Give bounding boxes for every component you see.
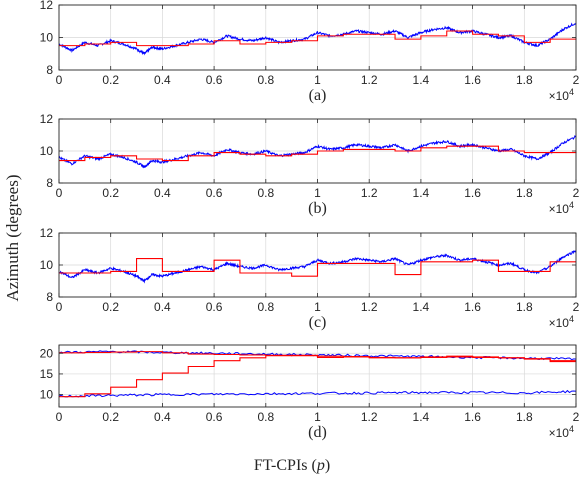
y-tick-label: 8 [46,176,53,190]
y-axis-label: Azimuth (degrees) [3,175,22,302]
estimate-line [59,30,577,47]
x-tick-label: 1.2 [361,410,378,424]
x-tick-label: 0 [56,186,63,200]
y-tick-label: 12 [40,226,54,240]
x-tick-label: 1 [314,300,321,314]
estimate-line [59,354,576,398]
x-multiplier: ×104 [549,424,574,440]
y-tick-label: 10 [40,258,54,272]
x-tick-label: 1 [314,410,321,424]
x-tick-label: 1.4 [413,73,430,87]
x-tick-label: 1.4 [413,186,430,200]
y-tick-label: 20 [40,346,54,360]
x-tick-label: 0.2 [102,186,119,200]
x-tick-label: 0.6 [206,410,223,424]
y-tick-label: 15 [40,367,54,381]
x-tick-label: 1.8 [516,410,533,424]
y-tick-label: 10 [40,31,54,45]
x-tick-label: 0.6 [206,300,223,314]
x-tick-label: 1.4 [413,410,430,424]
panel-d: 0 0.2 0.4 0.6 0.8 1 1.2 1.4 1.6 1.8 2 10 15 20 (d) ×104 [40,344,580,441]
x-tick-label: 0 [56,73,63,87]
y-tick-label: 12 [40,0,54,12]
panel-c: 0 0.2 0.4 0.6 0.8 1 1.2 1.4 1.6 1.8 2 8 10 12 (c) ×104 [40,226,580,331]
x-tick-label: 0 [56,410,63,424]
panel-caption: (b) [308,200,327,217]
x-tick-label: 0.6 [206,186,223,200]
x-tick-label: 0.2 [102,73,119,87]
x-tick-label: 1 [314,73,321,87]
x-tick-label: 0.2 [102,300,119,314]
x-tick-label: 1.6 [464,186,481,200]
x-tick-label: 0.8 [257,186,274,200]
panel-b: 0 0.2 0.4 0.6 0.8 1 1.2 1.4 1.6 1.8 2 8 10 12 (b) ×104 [40,112,580,217]
panel-caption: (a) [309,87,327,104]
estimate-line [59,258,576,277]
x-tick-label: 1.8 [516,73,533,87]
x-tick-label: 0.4 [154,73,171,87]
x-tick-label: 1.2 [361,300,378,314]
y-tick-label: 8 [46,63,53,77]
x-tick-label: 1 [314,186,321,200]
x-tick-label: 1.6 [464,300,481,314]
panel-caption: (d) [308,424,327,441]
x-tick-label: 0.6 [206,73,223,87]
estimate-line [59,145,577,162]
x-tick-label: 0.4 [154,410,171,424]
x-multiplier: ×104 [549,87,574,103]
y-tick-label: 10 [40,388,54,402]
x-tick-label: 1.8 [516,186,533,200]
x-tick-label: 0.4 [154,300,171,314]
x-tick-label: 1.2 [361,186,378,200]
measured-line [58,250,577,284]
x-tick-label: 0.8 [257,300,274,314]
x-tick-label: 1.6 [464,73,481,87]
y-tick-label: 8 [46,290,53,304]
x-axis-label: FT-CPIs (p) [254,457,330,474]
x-tick-label: 0.4 [154,186,171,200]
measured-line [58,389,577,398]
panel-caption: (c) [309,314,327,331]
x-tick-label: 1.4 [413,300,430,314]
y-tick-label: 12 [40,112,54,126]
panel-a: 0 0.2 0.4 0.6 0.8 1 1.2 1.4 1.6 1.8 2 8 10 12 (a) ×104 [40,0,580,104]
x-tick-label: 1.6 [464,410,481,424]
x-tick-label: 2 [573,410,580,424]
x-tick-label: 2 [573,186,580,200]
x-tick-label: 0 [56,300,63,314]
x-tick-label: 1.8 [516,300,533,314]
x-tick-label: 2 [573,300,580,314]
x-tick-label: 1.2 [361,73,378,87]
x-tick-label: 0.2 [102,410,119,424]
x-tick-label: 2 [573,73,580,87]
y-tick-label: 10 [40,144,54,158]
x-multiplier: ×104 [549,200,574,216]
x-tick-label: 0.8 [257,410,274,424]
x-multiplier: ×104 [549,314,574,330]
x-tick-label: 0.8 [257,73,274,87]
measured-line [58,135,577,169]
